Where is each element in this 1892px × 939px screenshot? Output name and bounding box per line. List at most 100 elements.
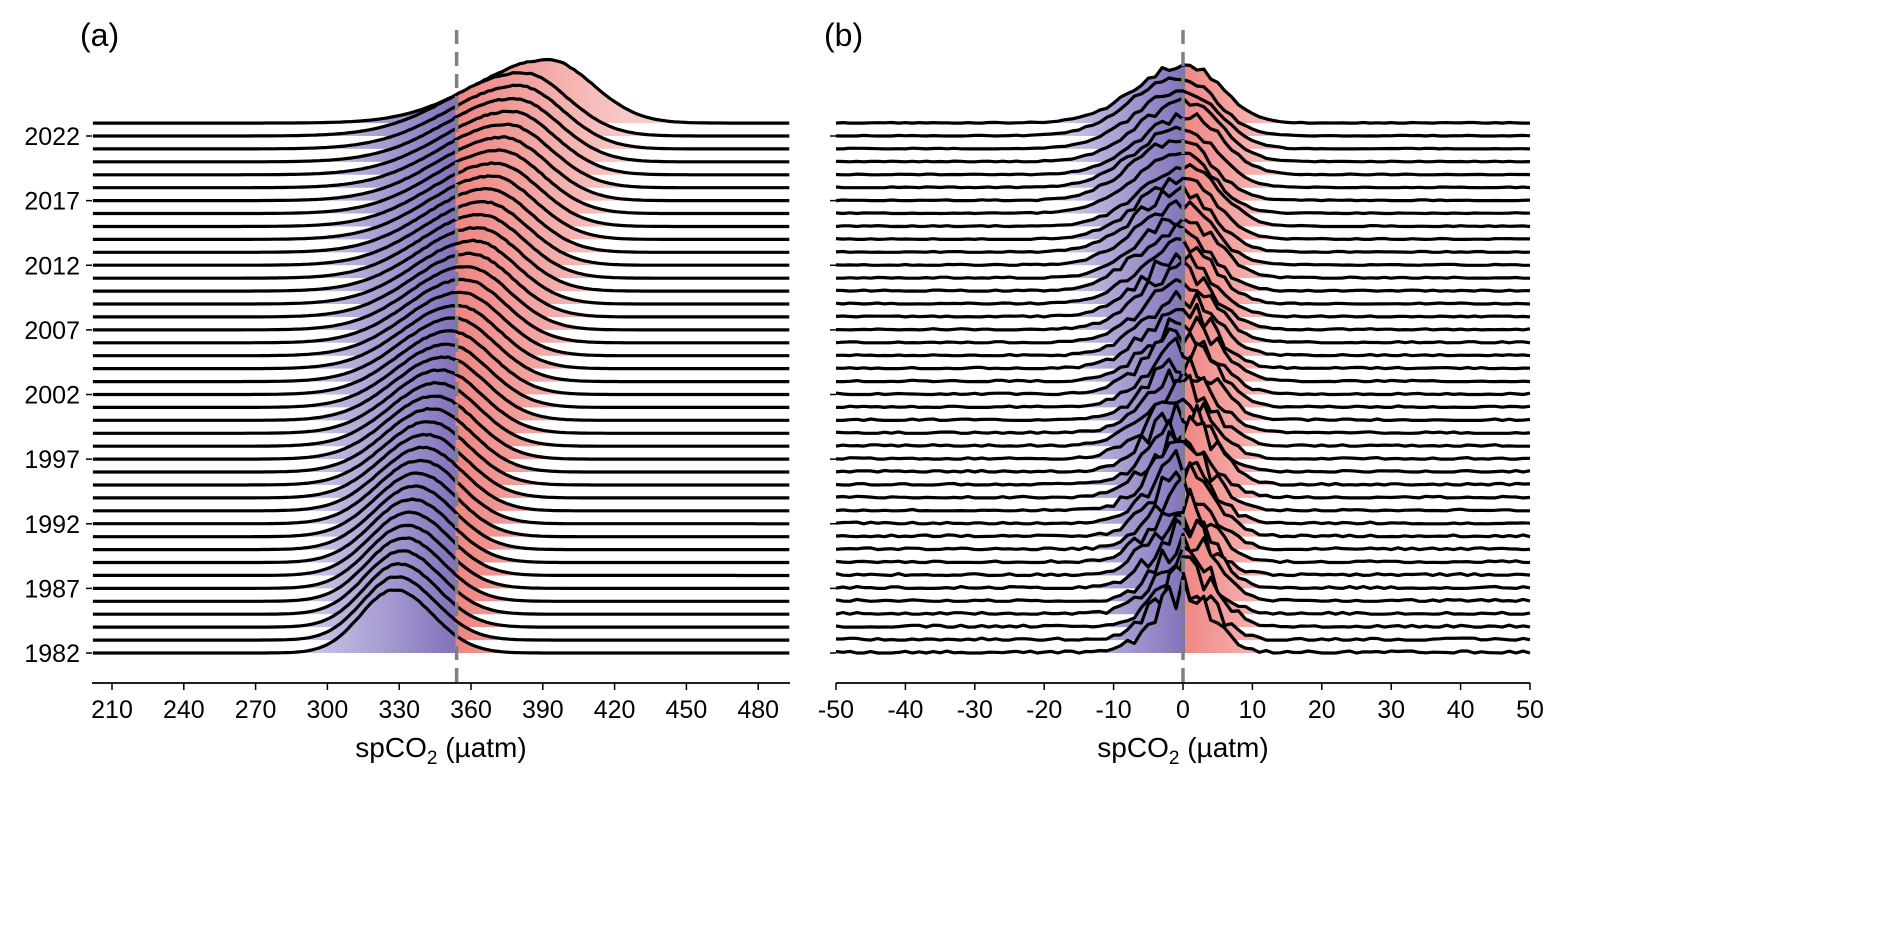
- y-tick-label: 2012: [24, 252, 80, 280]
- ridge-line-b-2021: [836, 89, 1531, 151]
- ridge-line-a-1983: [92, 575, 790, 642]
- x-tick-label-b: 50: [1516, 696, 1544, 724]
- x-tick-label-a: 480: [737, 696, 779, 724]
- x-tick-label-a: 300: [307, 696, 349, 724]
- ridge-line-a-1986: [92, 536, 790, 603]
- y-tick-label: 2002: [24, 382, 80, 410]
- ridge-line-a-2008: [92, 251, 790, 319]
- panel-label-b: (b): [824, 17, 863, 53]
- ridge-line-a-1997: [92, 394, 790, 461]
- ridge-line-b-2001: [836, 336, 1531, 409]
- ridge-fill-a-1982: [92, 590, 790, 653]
- panel-a: 210 240 270 300 330 360 390 420 450 480 1982 1987 19…: [24, 17, 790, 769]
- ridge-line-a-2017: [92, 135, 790, 203]
- ridge-line-a-1988: [92, 510, 790, 578]
- ridge-line-a-1994: [92, 432, 790, 500]
- x-tick-label-b: -40: [887, 696, 923, 724]
- ridge-line-a-1995: [92, 420, 790, 487]
- y-tick-label: 2007: [24, 317, 80, 345]
- x-tick-label-b: 20: [1308, 696, 1336, 724]
- x-tick-label-a: 420: [594, 696, 636, 724]
- ridge-fill-a-1984: [92, 563, 790, 628]
- ridge-fill-a-2019: [92, 111, 790, 175]
- ridge-line-a-2011: [92, 212, 790, 280]
- ridge-fill-a-2020: [92, 98, 790, 162]
- x-tick-label-b: -30: [957, 696, 993, 724]
- ridge-line-a-1984: [92, 562, 790, 629]
- x-tick-label-a: 360: [450, 696, 492, 724]
- ridge-line-a-1996: [92, 407, 790, 474]
- ridge-line-a-2020: [92, 96, 790, 164]
- ridge-line-a-2009: [92, 238, 790, 306]
- ridge-line-b-1982: [835, 575, 1531, 655]
- x-tick-label-a: 270: [235, 696, 277, 724]
- panel-label-a: (a): [80, 17, 119, 53]
- x-tick-label-b: -50: [818, 696, 854, 724]
- y-tick-label: 2017: [24, 188, 80, 216]
- ridge-line-a-2006: [92, 277, 790, 345]
- ridge-line-a-1985: [92, 549, 790, 616]
- ridge-line-a-1992: [92, 458, 790, 526]
- ridge-line-b-2014: [835, 176, 1530, 241]
- ridge-line-a-2003: [92, 316, 790, 384]
- ridge-fill-a-1987: [92, 525, 790, 589]
- x-tick-label-b: -10: [1096, 696, 1132, 724]
- ridge-line-a-2007: [92, 265, 790, 332]
- y-tick-label: 1987: [24, 575, 80, 603]
- x-tick-label-b: 40: [1447, 696, 1475, 724]
- ridge-line-b-1996: [835, 400, 1531, 474]
- ridge-line-a-2013: [92, 186, 790, 254]
- ridge-line-a-2001: [92, 342, 790, 409]
- ridge-line-a-1991: [92, 471, 790, 539]
- ridge-line-a-2010: [92, 226, 790, 293]
- y-tick-label: 1982: [24, 640, 80, 668]
- y-tick-label: 2022: [24, 123, 80, 151]
- ridge-line-b-2004: [835, 302, 1530, 371]
- x-axis-label-b: spCO2 (µatm): [1097, 732, 1268, 769]
- ridge-fill-a-2023: [92, 59, 790, 124]
- x-tick-label-b: 10: [1238, 696, 1266, 724]
- ridge-line-a-1982: [92, 588, 790, 655]
- ridge-line-a-1990: [92, 484, 790, 552]
- ridge-line-b-1998: [835, 373, 1530, 448]
- x-tick-label-a: 210: [91, 696, 133, 724]
- ridge-line-b-1989: [835, 487, 1531, 565]
- ridge-line-a-1989: [92, 497, 790, 565]
- ridge-line-a-2016: [92, 148, 790, 216]
- ridge-line-a-1998: [92, 380, 790, 448]
- ridge-line-a-1987: [92, 523, 790, 590]
- ridge-line-a-2015: [92, 161, 790, 229]
- x-tick-label-a: 450: [666, 696, 708, 724]
- ridge-line-b-1984: [835, 555, 1531, 629]
- ridge-line-b-1997: [835, 397, 1531, 461]
- ridge-fill-a-2018: [92, 124, 790, 188]
- ridge-line-a-2014: [92, 174, 790, 241]
- ridge-line-a-2021: [92, 83, 790, 151]
- ridge-line-a-2019: [92, 109, 790, 177]
- x-axis-label-a: spCO2 (µatm): [355, 732, 526, 769]
- x-tick-label-a: 390: [522, 696, 564, 724]
- ridge-line-a-2012: [92, 199, 790, 267]
- ridge-line-a-2022: [92, 71, 790, 138]
- y-tick-label: 1992: [24, 511, 80, 539]
- panel-b: -50 -40 -30 -20 -10 0 10 20 30 40 50 spCO2 (µatm) (b…: [818, 17, 1544, 769]
- ridge-line-a-2002: [92, 329, 790, 397]
- x-tick-label-b: 30: [1377, 696, 1405, 724]
- ridge-fill-a-2017: [92, 136, 790, 201]
- x-tick-label-b: -20: [1026, 696, 1062, 724]
- ridge-line-a-2000: [92, 355, 790, 422]
- ridge-line-a-1993: [92, 445, 790, 513]
- ridge-line-a-2018: [92, 122, 790, 190]
- ridge-line-a-1999: [92, 368, 790, 435]
- ridge-line-b-1993: [835, 439, 1530, 513]
- x-tick-label-a: 330: [378, 696, 420, 724]
- ridge-fill-a-1986: [92, 537, 790, 602]
- ridge-fill-a-1985: [92, 550, 790, 615]
- ridge-line-b-1986: [835, 532, 1531, 603]
- ridge-line-a-2005: [92, 290, 790, 358]
- x-tick-label-a: 240: [163, 696, 205, 724]
- y-tick-label: 1997: [24, 446, 80, 474]
- ridge-fill-a-2021: [92, 85, 790, 149]
- ridge-line-a-2004: [92, 304, 790, 371]
